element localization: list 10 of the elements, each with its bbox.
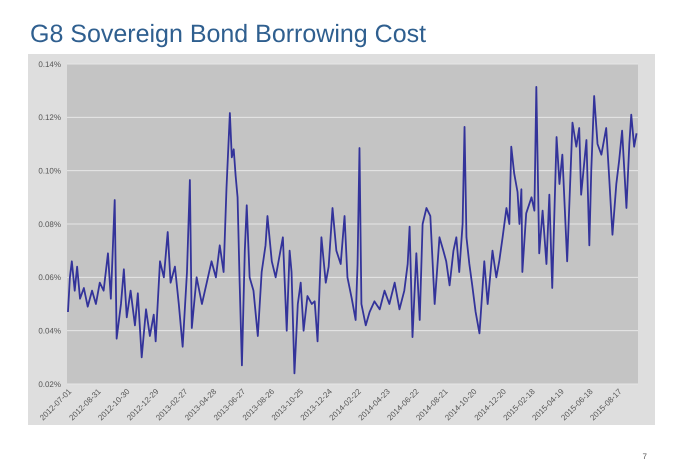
y-tick-label: 0.14% [38,60,61,69]
y-tick-label: 0.04% [38,326,61,336]
y-tick-label: 0.02% [38,380,61,389]
chart-title: G8 Sovereign Bond Borrowing Cost [30,20,426,48]
line-series [67,86,638,374]
y-tick-label: 0.06% [38,273,61,282]
text: 7 [642,452,648,461]
y-tick-label: 0.10% [38,166,61,176]
y-tick-label: 0.12% [38,113,61,122]
y-tick-label: 0.08% [38,220,61,229]
